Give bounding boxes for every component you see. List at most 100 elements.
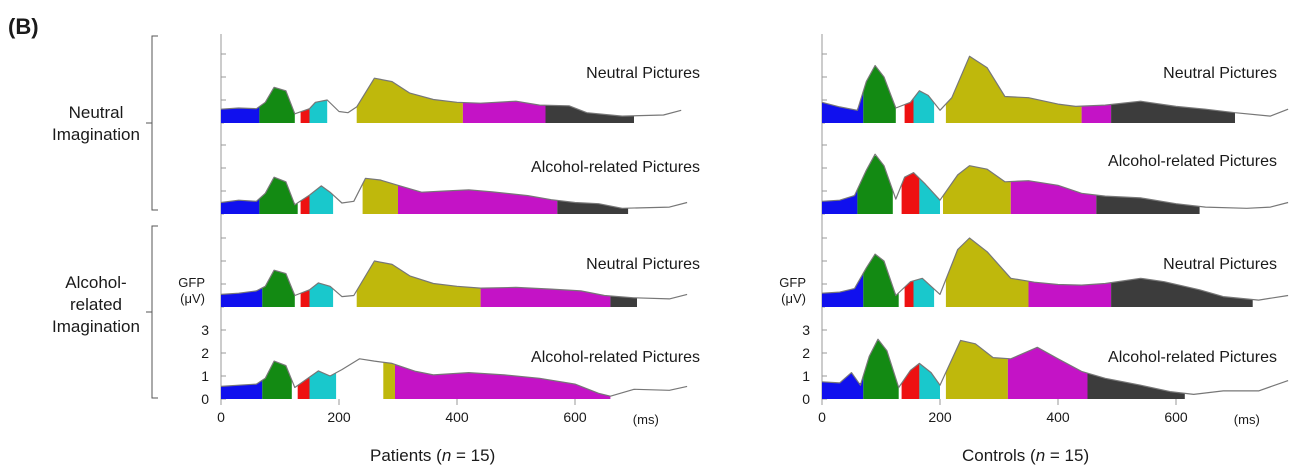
patients-caption: Patients (n = 15) [370, 446, 496, 465]
gfp-trace-line [821, 338, 1289, 395]
x-unit-label: (ms) [1234, 412, 1260, 427]
gfp-segment-cyan [913, 278, 935, 307]
gfp-segment-olive [945, 238, 1029, 307]
gfp-segment-red [300, 289, 310, 307]
x-tick-label: 600 [1164, 409, 1188, 425]
gfp-segment-darkgray [1087, 373, 1185, 399]
gfp-segment-blue [822, 91, 864, 123]
gfp-segment-darkgray [1111, 278, 1253, 307]
gfp-segment-cyan [919, 178, 940, 214]
gfp-segment-cyan [309, 100, 328, 123]
gfp-segment-green [857, 155, 893, 214]
gfp-segment-olive [383, 362, 395, 399]
gfp-segment-olive [945, 56, 1082, 123]
y-axis-label: GFP (μV) [178, 275, 205, 306]
gfp-segment-magenta [395, 364, 611, 399]
panel-label: (B) [8, 14, 39, 39]
controls-caption: Controls (n = 15) [962, 446, 1090, 465]
gfp-segment-olive [356, 261, 481, 307]
y-tick-label: 2 [201, 345, 209, 361]
trace-label: Alcohol-related Pictures [1108, 349, 1277, 366]
controls-n: 15 [1064, 446, 1084, 465]
gfp-segment-red [901, 173, 920, 214]
gfp-trace-line [821, 237, 1289, 301]
y-tick-label: 2 [802, 345, 810, 361]
gfp-segment-cyan [919, 363, 940, 399]
gfp-trace-line [220, 260, 688, 300]
condition-label: Neutral Imagination [52, 103, 140, 144]
trace-label: Neutral Pictures [586, 65, 700, 82]
gfp-trace-line [821, 55, 1289, 117]
gfp-segment-magenta [398, 185, 558, 214]
controls-group-name: Controls [962, 446, 1026, 465]
condition-brackets [146, 35, 158, 399]
gfp-segment-olive [943, 166, 1011, 214]
gfp-segment-olive [362, 178, 398, 214]
controls-chart: 0 200 400 600 (ms) 0 1 2 3 GFP (μV) Neutral Picture… [779, 34, 1289, 427]
x-tick-label: 0 [818, 409, 826, 425]
gfp-segment-red [297, 377, 310, 399]
gfp-segment-cyan [309, 185, 334, 214]
gfp-segment-blue [221, 106, 260, 123]
gfp-trace-line [220, 77, 682, 117]
trace-label: Neutral Pictures [1163, 65, 1277, 82]
x-tick-label: 400 [1046, 409, 1070, 425]
gfp-segment-darkgray [610, 296, 637, 307]
y-tick-label: 1 [201, 368, 209, 384]
x-tick-label: 200 [928, 409, 952, 425]
gfp-segment-cyan [309, 371, 337, 399]
gfp-trace-line [220, 358, 688, 397]
gfp-segment-darkgray [1096, 195, 1200, 214]
gfp-segment-cyan [913, 91, 935, 123]
gfp-segment-green [863, 254, 899, 307]
gfp-segment-red [300, 108, 310, 123]
gfp-segment-olive [945, 340, 1008, 399]
trace-label: Alcohol-related Pictures [531, 159, 700, 176]
gfp-trace-line [220, 176, 688, 209]
gfp-segment-magenta [1010, 180, 1097, 214]
y-tick-label: 1 [802, 368, 810, 384]
patients-n: 15 [470, 446, 490, 465]
patients-chart: 0 200 400 600 (ms) 0 1 2 3 GFP (μV) Neutral Picture… [178, 34, 700, 427]
gfp-segment-green [262, 361, 292, 399]
gfp-segment-darkgray [557, 200, 629, 214]
gfp-segment-darkgray [1111, 101, 1235, 123]
condition-bracket [151, 35, 158, 211]
trace-label: Neutral Pictures [586, 256, 700, 273]
trace-label: Alcohol-related Pictures [1108, 153, 1277, 170]
gfp-segment-blue [221, 198, 260, 214]
gfp-segment-green [863, 65, 896, 123]
gfp-segment-red [904, 98, 914, 123]
x-tick-label: 200 [327, 409, 351, 425]
y-tick-label: 0 [802, 391, 810, 407]
trace-label: Neutral Pictures [1163, 256, 1277, 273]
condition-label: Alcohol-related Imagination [52, 273, 140, 336]
gfp-segment-red [901, 363, 920, 399]
x-unit-label: (ms) [633, 412, 659, 427]
gfp-segment-blue [822, 373, 864, 399]
gfp-trace-line [821, 153, 1289, 209]
gfp-segment-olive [356, 78, 463, 123]
gfp-segment-red [904, 280, 914, 307]
gfp-segment-magenta [1007, 347, 1088, 399]
x-tick-label: 400 [445, 409, 469, 425]
gfp-segment-blue [822, 273, 864, 307]
gfp-segment-magenta [1081, 104, 1112, 123]
gfp-segment-blue [221, 287, 263, 307]
condition-bracket [151, 225, 158, 399]
gfp-segment-magenta [480, 287, 611, 307]
x-tick-label: 0 [217, 409, 225, 425]
condition-labels: Neutral Imagination Alcohol-related Imagina… [52, 103, 140, 336]
gfp-segment-green [262, 270, 295, 307]
gfp-segment-blue [221, 380, 263, 399]
x-tick-label: 600 [563, 409, 587, 425]
gfp-segment-cyan [309, 283, 334, 307]
y-tick-label: 3 [802, 322, 810, 338]
y-axis-label: GFP (μV) [779, 275, 806, 306]
patients-group-name: Patients [370, 446, 432, 465]
trace-label: Alcohol-related Pictures [531, 349, 700, 366]
gfp-segment-blue [822, 189, 858, 214]
gfp-segment-magenta [1028, 281, 1112, 307]
y-tick-label: 0 [201, 391, 209, 407]
